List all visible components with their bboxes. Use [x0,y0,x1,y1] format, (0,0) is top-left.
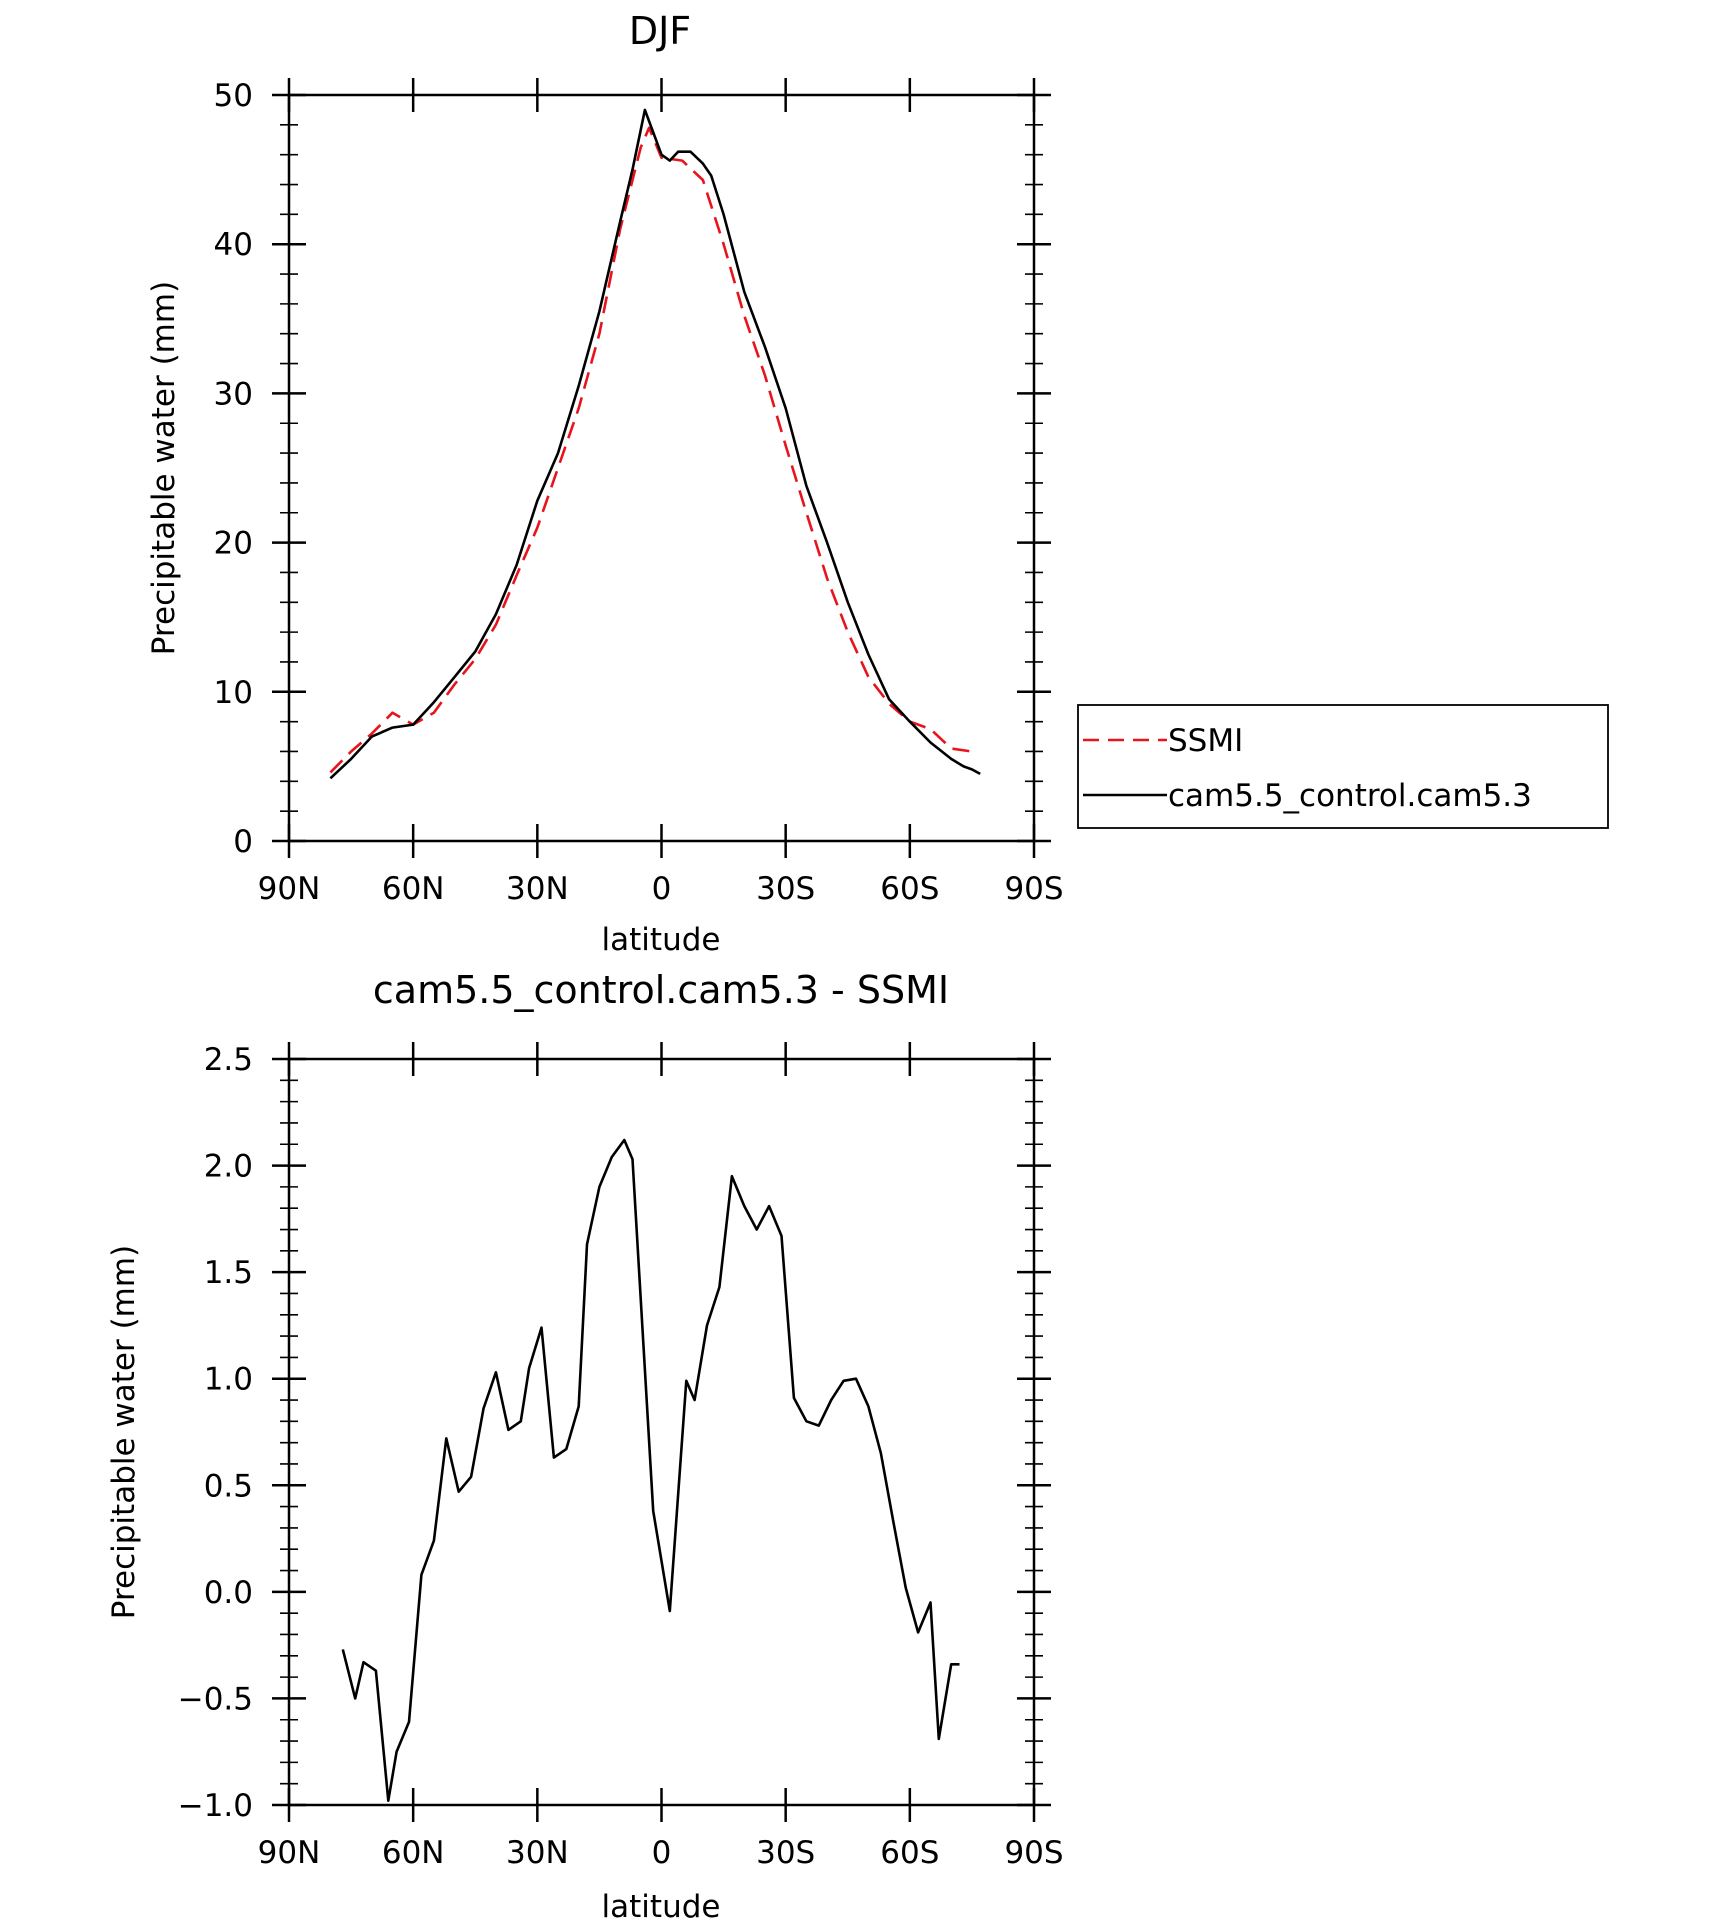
x-tick-label: 90N [258,1835,321,1871]
y-tick-label: 2.5 [204,1042,253,1078]
difference-panel: cam5.5_control.cam5.3 - SSMI −1.0 −0.5 0.0… [106,968,1064,1922]
legend-box [1077,704,1609,829]
x-tick-label: 30S [756,1835,815,1871]
x-tick-label: 60N [382,871,445,907]
y-tick-label: 30 [214,376,253,412]
legend-label-ssmi: SSMI [1168,723,1243,759]
x-axis-label: latitude [602,1889,721,1922]
y-tick-labels: −1.0 −0.5 0.0 0.5 1.0 1.5 2.0 2.5 [178,1042,253,1824]
series-line-difference [341,1138,960,1802]
x-tick-label: 90S [1004,1835,1063,1871]
y-tick-label: 0.0 [204,1575,253,1611]
y-tick-label: 1.5 [204,1255,253,1291]
axis-ticks [272,1042,1051,1822]
series-line-cam5 [329,108,981,780]
y-tick-label: 50 [214,78,253,114]
chart-title: DJF [629,9,691,53]
x-tick-label: 90N [258,871,321,907]
x-tick-label: 30N [506,1835,569,1871]
y-tick-label: 20 [214,526,253,562]
y-tick-label: 10 [214,675,253,711]
x-tick-label: 0 [652,871,672,907]
y-tick-label: 0.5 [204,1468,253,1504]
x-tick-label: 0 [652,1835,672,1871]
plot-frame [287,1057,1036,1807]
series-line-ssmi [329,126,973,774]
x-tick-label: 60S [880,1835,939,1871]
plot-frame [287,93,1036,843]
series-group [329,108,981,780]
y-tick-label: 1.0 [204,1362,253,1398]
y-tick-label: −0.5 [178,1681,253,1717]
axis-ticks [272,78,1051,858]
y-tick-label: 2.0 [204,1149,253,1185]
x-tick-label: 90S [1004,871,1063,907]
y-tick-label: −1.0 [178,1788,253,1824]
legend-label-model: cam5.5_control.cam5.3 [1168,778,1532,814]
djf-panel: DJF 0 10 20 30 40 50 90N 60N 30N 0 30S 60S 90S lati… [146,9,1609,958]
x-tick-label: 30S [756,871,815,907]
y-tick-label: 0 [233,824,253,860]
x-tick-labels: 90N 60N 30N 0 30S 60S 90S [258,871,1064,907]
y-tick-labels: 0 10 20 30 40 50 [214,78,253,860]
legend: SSMI cam5.5_control.cam5.3 [1077,704,1609,829]
series-group [341,1138,960,1802]
chart-title: cam5.5_control.cam5.3 - SSMI [373,968,949,1012]
y-tick-label: 40 [214,227,253,263]
x-axis-label: latitude [602,922,721,958]
y-axis-label: Precipitable water (mm) [106,1245,142,1619]
y-axis-label: Precipitable water (mm) [146,281,182,655]
x-tick-label: 60N [382,1835,445,1871]
x-tick-label: 60S [880,871,939,907]
x-tick-labels: 90N 60N 30N 0 30S 60S 90S [258,1835,1064,1871]
x-tick-label: 30N [506,871,569,907]
